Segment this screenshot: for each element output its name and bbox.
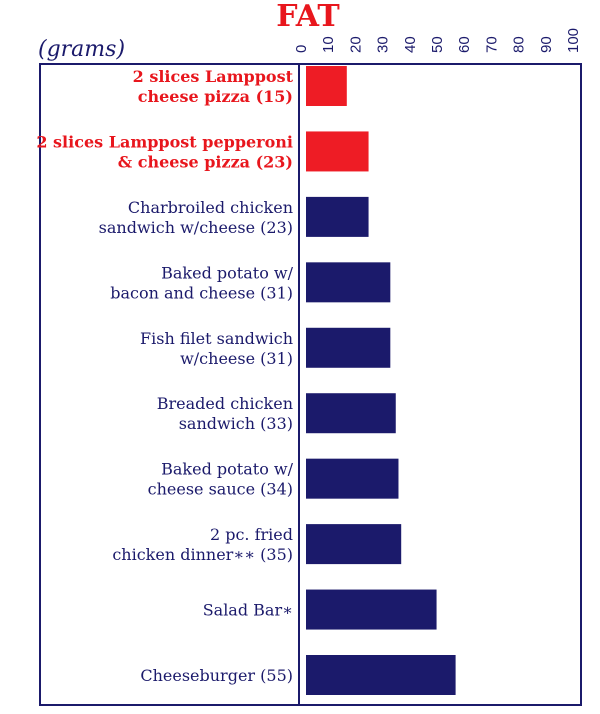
tick-label: 0 bbox=[293, 45, 310, 53]
bar bbox=[306, 131, 369, 172]
bar bbox=[306, 524, 402, 565]
category-label: Cheeseburger (55) bbox=[140, 666, 293, 685]
tick-labels: 0 10 20 30 40 50 60 70 80 90 100 bbox=[293, 28, 582, 53]
category-label: cheese pizza (15) bbox=[138, 87, 293, 106]
bar bbox=[306, 589, 437, 630]
unit-label: (grams) bbox=[38, 37, 125, 62]
category-label: cheese sauce (34) bbox=[148, 480, 293, 499]
tick-label: 20 bbox=[347, 36, 364, 53]
category-label: Fish filet sandwich bbox=[140, 329, 293, 348]
category-label: Baked potato w/ bbox=[161, 263, 293, 282]
chart-title: FAT bbox=[276, 0, 340, 34]
category-label: 2 slices Lamppost pepperoni bbox=[36, 132, 293, 151]
tick-label: 40 bbox=[402, 36, 419, 53]
bar bbox=[306, 393, 396, 434]
bar bbox=[306, 655, 456, 695]
tick-label: 30 bbox=[375, 36, 392, 53]
tick-label: 70 bbox=[483, 36, 500, 53]
chart-frame bbox=[39, 63, 582, 706]
tick-label: 60 bbox=[456, 36, 473, 53]
category-label: w/cheese (31) bbox=[180, 349, 293, 368]
tick-label: 80 bbox=[511, 36, 528, 53]
tick-label: 100 bbox=[565, 28, 582, 53]
tick-label: 50 bbox=[429, 36, 446, 53]
category-label: Salad Bar∗ bbox=[203, 601, 293, 620]
bar bbox=[306, 262, 391, 303]
category-label: 2 pc. fried bbox=[210, 525, 293, 544]
bar bbox=[306, 66, 347, 106]
category-label: & cheese pizza (23) bbox=[118, 152, 293, 171]
category-label: chicken dinner∗∗ (35) bbox=[112, 545, 293, 564]
category-label: sandwich (33) bbox=[179, 414, 293, 433]
bar bbox=[306, 458, 399, 499]
tick-label: 90 bbox=[538, 36, 555, 53]
category-label: bacon and cheese (31) bbox=[110, 283, 293, 302]
category-label: 2 slices Lamppost bbox=[133, 67, 294, 86]
tick-label: 10 bbox=[320, 36, 337, 53]
category-label: Baked potato w/ bbox=[161, 460, 293, 479]
category-label: sandwich w/cheese (23) bbox=[99, 218, 293, 237]
category-label: Breaded chicken bbox=[157, 394, 293, 413]
bar bbox=[306, 196, 369, 237]
bars bbox=[306, 66, 456, 695]
category-label: Charbroiled chicken bbox=[128, 198, 293, 217]
bar bbox=[306, 327, 391, 368]
